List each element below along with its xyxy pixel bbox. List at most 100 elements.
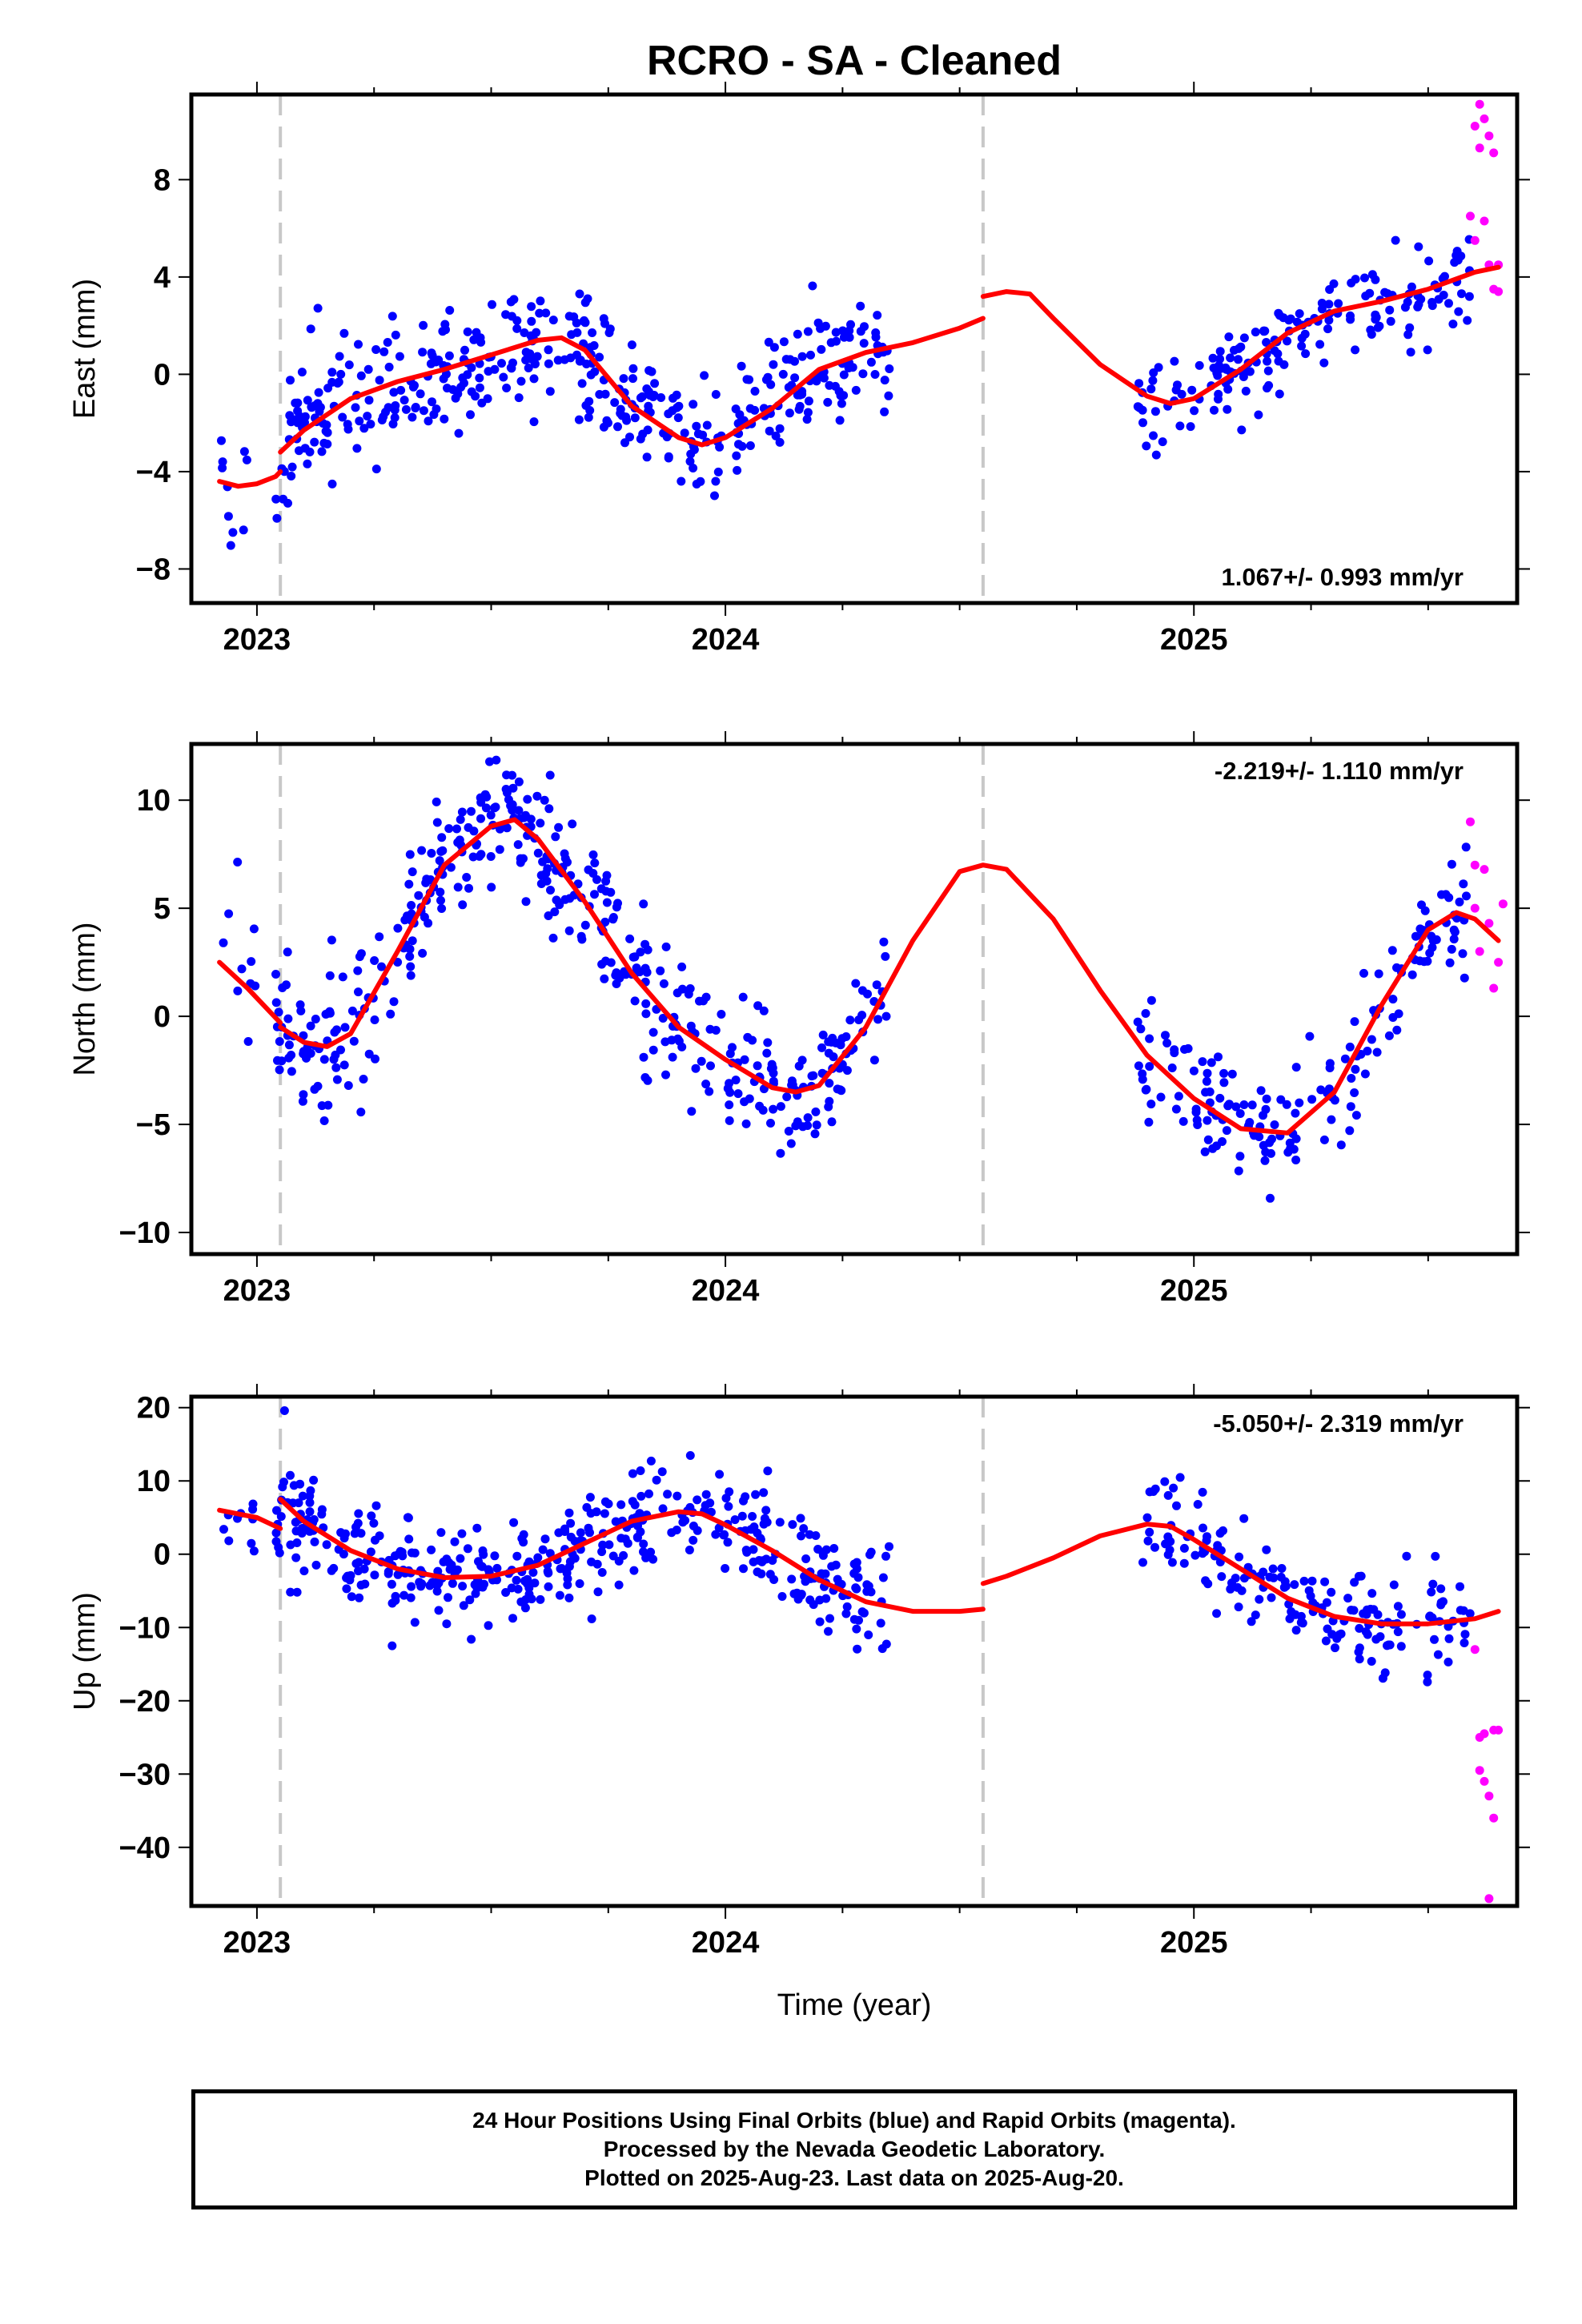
final-orbit-point (1367, 1035, 1376, 1044)
final-orbit-point (769, 1068, 778, 1078)
final-orbit-point (642, 384, 652, 393)
final-orbit-point (1315, 340, 1325, 349)
final-orbit-point (363, 412, 372, 421)
rapid-orbit-point (1494, 1725, 1504, 1735)
final-orbit-point (751, 1490, 761, 1499)
final-orbit-point (710, 491, 719, 501)
final-orbit-point (454, 428, 464, 438)
final-orbit-point (524, 364, 533, 372)
final-orbit-point (852, 1558, 861, 1567)
final-orbit-point (284, 1053, 294, 1063)
final-orbit-point (1223, 1101, 1233, 1111)
final-orbit-point (429, 410, 439, 420)
final-orbit-point (636, 1491, 646, 1501)
final-orbit-point (808, 281, 817, 291)
final-orbit-point (536, 879, 546, 888)
final-orbit-point (1202, 1536, 1211, 1546)
final-orbit-point (1218, 1137, 1227, 1146)
final-orbit-point (247, 1538, 256, 1548)
final-orbit-point (237, 964, 247, 974)
final-orbit-point (775, 437, 785, 447)
final-orbit-point (1367, 1589, 1377, 1598)
final-orbit-point (785, 408, 794, 418)
final-orbit-point (628, 374, 637, 384)
final-orbit-point (1231, 1102, 1241, 1112)
final-orbit-point (1219, 1526, 1227, 1535)
final-orbit-point (1361, 292, 1371, 301)
final-orbit-point (1350, 1578, 1359, 1587)
final-orbit-point (1150, 407, 1160, 416)
final-orbit-point (287, 462, 297, 472)
final-orbit-point (1378, 1674, 1387, 1683)
x-tick-label: 2023 (223, 1926, 291, 1960)
final-orbit-point (375, 932, 384, 942)
final-orbit-point (532, 791, 542, 801)
x-tick-label: 2023 (223, 1274, 291, 1308)
final-orbit-point (1133, 402, 1142, 412)
final-orbit-point (1224, 332, 1234, 342)
final-orbit-point (1203, 1135, 1213, 1144)
final-orbit-point (599, 314, 608, 324)
final-orbit-point (540, 795, 549, 805)
final-orbit-point (303, 459, 312, 468)
final-orbit-point (1430, 1634, 1439, 1644)
final-orbit-point (614, 1580, 624, 1590)
final-orbit-point (585, 1528, 594, 1538)
final-orbit-point (692, 421, 701, 431)
final-orbit-point (600, 974, 609, 983)
final-orbit-point (1214, 1052, 1223, 1062)
final-orbit-point (286, 1587, 295, 1597)
final-orbit-point (484, 1621, 493, 1630)
final-orbit-point (740, 1055, 749, 1064)
x-tick-label: 2024 (692, 623, 760, 657)
final-orbit-point (663, 1490, 673, 1499)
final-orbit-point (851, 1583, 861, 1593)
final-orbit-point (835, 416, 845, 425)
final-orbit-point (476, 798, 486, 807)
final-orbit-point (643, 1076, 652, 1085)
final-orbit-point (330, 1027, 339, 1037)
y-tick-label: 10 (137, 784, 171, 818)
final-orbit-point (310, 1084, 319, 1094)
final-orbit-point (769, 343, 779, 352)
final-orbit-point (1262, 338, 1271, 347)
final-orbit-point (1291, 1156, 1301, 1164)
final-orbit-point (586, 370, 596, 380)
final-orbit-point (725, 1100, 734, 1110)
final-orbit-point (1260, 326, 1270, 336)
final-orbit-point (657, 1467, 667, 1477)
final-orbit-point (759, 1488, 769, 1498)
final-orbit-point (1345, 1042, 1355, 1051)
final-orbit-point (597, 1547, 607, 1557)
final-orbit-point (641, 999, 651, 1008)
final-orbit-point (274, 1007, 283, 1017)
final-orbit-point (1437, 890, 1446, 899)
final-orbit-point (787, 1076, 797, 1086)
final-orbit-point (615, 973, 624, 983)
final-orbit-point (1444, 299, 1453, 308)
final-orbit-point (224, 909, 234, 919)
final-orbit-point (1450, 258, 1460, 267)
final-orbit-point (597, 1568, 607, 1577)
final-orbit-point (646, 1456, 656, 1466)
final-orbit-point (777, 1592, 787, 1601)
final-orbit-point (749, 1557, 758, 1566)
final-orbit-point (555, 1590, 564, 1600)
final-orbit-point (540, 1534, 550, 1544)
final-orbit-point (1351, 1064, 1360, 1074)
final-orbit-point (640, 939, 650, 949)
final-orbit-point (630, 952, 640, 962)
final-orbit-point (219, 938, 228, 947)
final-orbit-point (873, 311, 882, 320)
final-orbit-point (452, 824, 461, 834)
final-orbit-point (577, 379, 587, 388)
final-orbit-point (565, 1557, 575, 1566)
final-orbit-point (286, 1540, 295, 1550)
model-fit-curve (980, 264, 1501, 406)
final-orbit-point (877, 1644, 887, 1654)
final-orbit-point (852, 1624, 861, 1634)
final-orbit-point (1146, 995, 1156, 1005)
final-orbit-point (275, 1065, 284, 1075)
final-orbit-point (725, 1088, 735, 1097)
final-orbit-point (464, 883, 473, 893)
